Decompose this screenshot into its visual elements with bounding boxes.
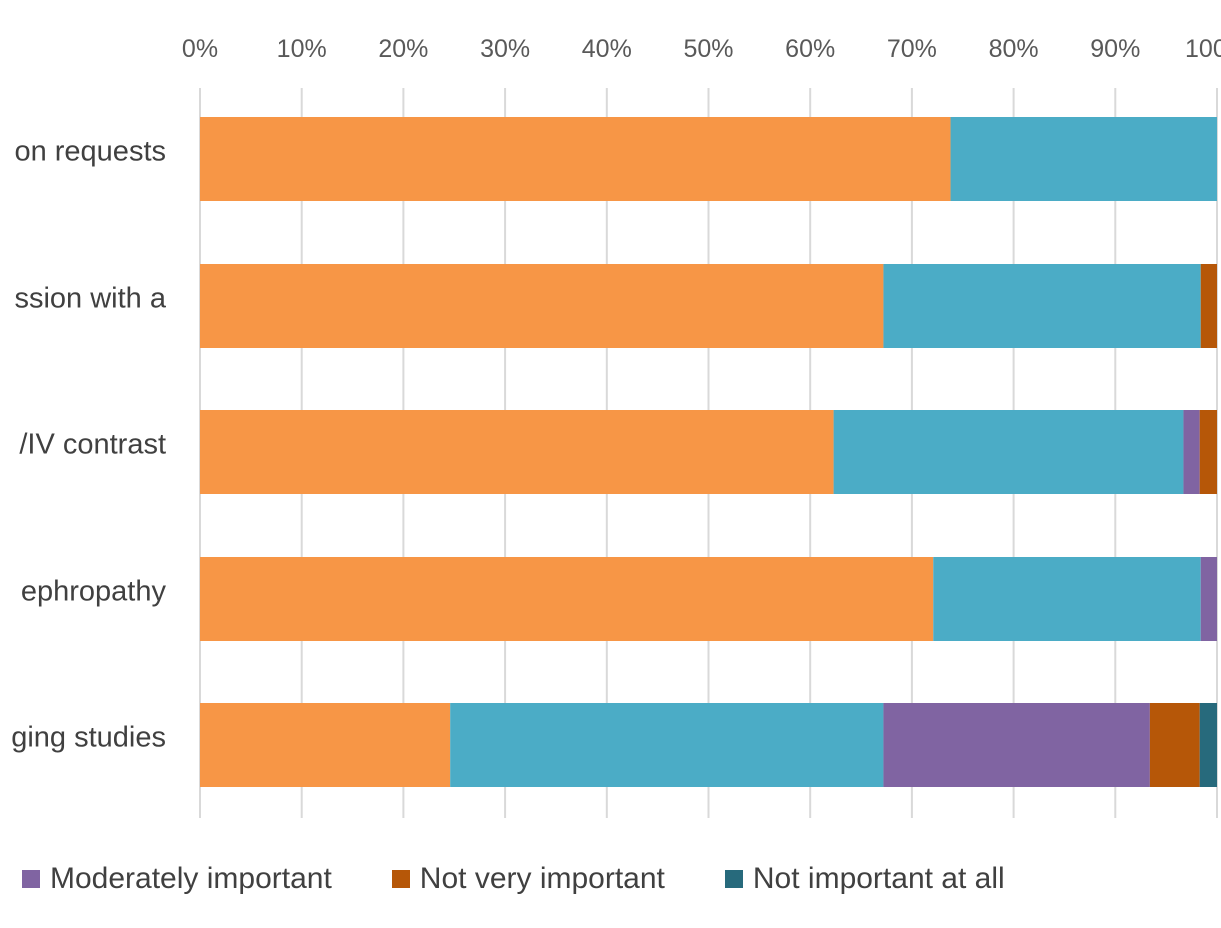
- x-tick-label: 0%: [182, 35, 218, 63]
- category-labels: on requests ssion with a/IV contrast ephro…: [11, 136, 167, 754]
- bar-segment: [933, 557, 1201, 641]
- legend-label: Moderately important: [50, 862, 332, 895]
- x-tick-label: 30%: [480, 35, 530, 63]
- legend: Moderately important Not very important …: [22, 862, 1065, 896]
- x-tick-label: 90%: [1090, 35, 1140, 63]
- bar-segment: [1183, 410, 1200, 494]
- x-tick-label: 100%: [1185, 35, 1221, 63]
- x-tick-label: 70%: [887, 35, 937, 63]
- bar-segment: [200, 410, 834, 494]
- x-tick-label: 60%: [785, 35, 835, 63]
- legend-item-not-important-at-all: Not important at all: [724, 862, 1005, 896]
- x-tick-label: 10%: [277, 35, 327, 63]
- bar-segment: [1199, 410, 1217, 494]
- bar-segments: [200, 117, 1217, 787]
- bar-segment: [200, 117, 951, 201]
- bar-segment: [950, 117, 1217, 201]
- x-tick-label: 80%: [989, 35, 1039, 63]
- bar-segment: [1149, 703, 1200, 787]
- bar-segment: [1199, 703, 1217, 787]
- category-label: ssion with a: [14, 283, 166, 315]
- x-tick-label: 20%: [378, 35, 428, 63]
- bar-segment: [833, 410, 1184, 494]
- bar-segment: [200, 264, 884, 348]
- category-label: /IV contrast: [19, 429, 166, 461]
- bar-segment: [200, 557, 934, 641]
- legend-swatch: [391, 870, 410, 888]
- category-label: on requests: [14, 136, 166, 168]
- bar-segment: [883, 703, 1150, 787]
- bar-segment: [883, 264, 1201, 348]
- legend-swatch: [724, 870, 743, 888]
- category-label: ephropathy: [21, 576, 167, 608]
- bar-segment: [1200, 264, 1217, 348]
- legend-label: Not important at all: [752, 862, 1005, 895]
- x-tick-label: 40%: [582, 35, 632, 63]
- bar-segment: [450, 703, 884, 787]
- stacked-bar-chart: 0% 10% 20% 30% 40% 50% 60% 70% 80% 90% 100% on req…: [11, 35, 1221, 818]
- bar-segment: [1200, 557, 1217, 641]
- bar-segment: [200, 703, 451, 787]
- legend-item-not-very-important: Not very important: [391, 862, 665, 896]
- x-tick-label: 50%: [683, 35, 733, 63]
- legend-swatch: [22, 870, 40, 888]
- legend-label: Not very important: [419, 862, 665, 895]
- category-label: ging studies: [11, 722, 166, 754]
- legend-item-moderately-important: Moderately important: [22, 862, 332, 896]
- x-tick-labels: 0% 10% 20% 30% 40% 50% 60% 70% 80% 90% 100%: [182, 35, 1221, 63]
